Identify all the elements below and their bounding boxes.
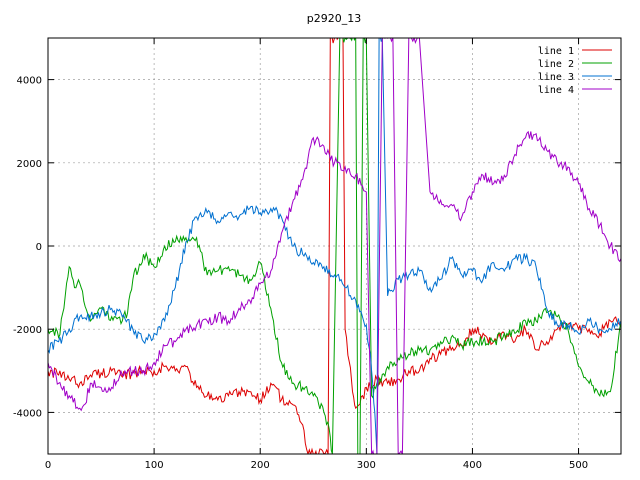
series-line-2	[48, 38, 621, 454]
grid-lines	[48, 38, 621, 454]
legend-label-2: line 2	[538, 59, 574, 70]
y-tick-label: -2000	[13, 325, 42, 336]
y-tick-label: 2000	[17, 159, 42, 170]
y-tick-label: -4000	[13, 408, 42, 419]
x-tick-label: 500	[569, 460, 588, 471]
x-tick-label: 400	[463, 460, 482, 471]
series-line-3	[48, 38, 621, 454]
legend-label-3: line 3	[538, 72, 574, 83]
axis-ticks: 0 100 200 300 400 500 -4000 -2000 0 2000 4000	[13, 38, 621, 471]
x-tick-label: 0	[45, 460, 51, 471]
x-tick-label: 300	[357, 460, 376, 471]
series-line-4	[48, 38, 621, 454]
legend-label-4: line 4	[538, 85, 574, 96]
x-tick-label: 100	[145, 460, 164, 471]
x-tick-label: 200	[251, 460, 270, 471]
y-tick-label: 0	[36, 242, 42, 253]
legend-label-1: line 1	[538, 46, 574, 57]
legend: line 1 line 2 line 3 line 4	[538, 46, 612, 96]
chart-title: p2920_13	[307, 12, 361, 25]
series-layer	[48, 38, 621, 454]
y-tick-label: 4000	[17, 76, 42, 87]
